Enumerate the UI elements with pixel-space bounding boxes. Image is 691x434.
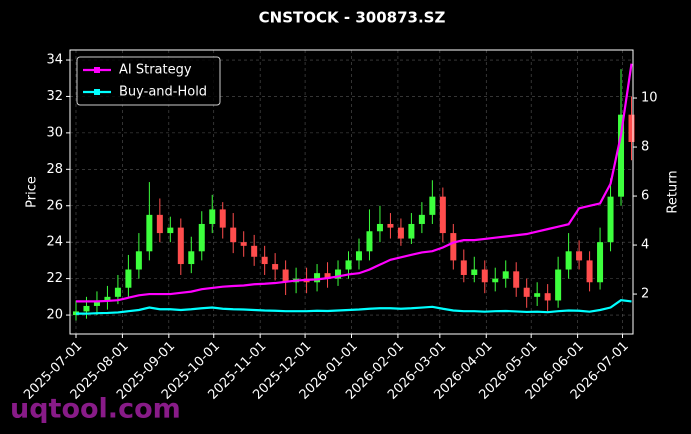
- candle-body: [502, 271, 509, 279]
- candle-body: [198, 223, 205, 252]
- candle-body: [261, 256, 268, 265]
- candle-body: [481, 269, 488, 283]
- y-tick-label: 28: [46, 162, 63, 177]
- candle-body: [366, 231, 373, 252]
- candle-body: [576, 251, 583, 261]
- candle-body: [104, 296, 111, 301]
- candle-body: [376, 223, 383, 232]
- candle-body: [429, 196, 436, 215]
- candle-body: [125, 269, 132, 288]
- candle-body: [492, 278, 499, 283]
- candle-body: [93, 300, 100, 306]
- y-tick-label: 32: [46, 89, 63, 104]
- candle-body: [439, 196, 446, 234]
- candle-body: [272, 264, 279, 270]
- candle-body: [597, 242, 604, 283]
- y-tick-label: 22: [46, 271, 63, 286]
- candle-body: [335, 269, 342, 279]
- candle-body: [607, 196, 614, 243]
- watermark: uqtool.com: [10, 394, 181, 425]
- candle-body: [230, 227, 237, 243]
- candle-body: [355, 251, 362, 261]
- candle-body: [209, 209, 216, 224]
- legend-marker: [94, 67, 100, 73]
- return-line: [75, 63, 633, 303]
- candle-body: [544, 293, 551, 301]
- candle-body: [345, 260, 352, 270]
- chart-title: CNSTOCK - 300873.SZ: [259, 9, 446, 27]
- legend-marker: [94, 89, 100, 95]
- plot-frame: [69, 49, 634, 335]
- y2-tick-label: 6: [641, 189, 649, 204]
- candle-body: [146, 214, 153, 252]
- candle-body: [83, 305, 90, 312]
- candle-body: [219, 209, 226, 228]
- y-tick-label: 24: [46, 235, 63, 250]
- y2-tick-label: 10: [641, 91, 658, 106]
- candle-body: [387, 223, 394, 228]
- y-tick-label: 26: [46, 198, 63, 213]
- return-line: [75, 299, 632, 315]
- candle-body: [618, 114, 625, 197]
- legend-label: AI Strategy: [119, 63, 192, 78]
- candle-body: [251, 245, 258, 257]
- candle-body: [314, 273, 321, 283]
- y2-tick-label: 8: [641, 140, 649, 155]
- y-tick-label: 34: [46, 53, 63, 68]
- candle-body: [188, 251, 195, 265]
- legend-box: [76, 56, 221, 106]
- candle-body: [555, 269, 562, 301]
- candle-body: [397, 227, 404, 239]
- candle-body: [240, 242, 247, 246]
- y2-axis-label: Return: [666, 170, 681, 213]
- candle-body: [324, 273, 331, 279]
- candle-body: [565, 251, 572, 270]
- y-tick-label: 30: [46, 125, 63, 140]
- y2-tick-label: 4: [641, 238, 649, 253]
- legend-label: Buy-and-Hold: [119, 85, 207, 100]
- candle-body: [282, 269, 289, 283]
- candle-body: [156, 214, 163, 234]
- candle-body: [534, 293, 541, 297]
- y2-tick-label: 2: [641, 287, 649, 302]
- y-tick-label: 20: [46, 308, 63, 323]
- candle-body: [523, 287, 530, 297]
- candle-body: [135, 251, 142, 270]
- candle-body: [586, 260, 593, 283]
- candle-body: [167, 227, 174, 234]
- candle-body: [628, 114, 635, 142]
- candle-body: [177, 227, 184, 265]
- candle-body: [471, 269, 478, 275]
- candle-body: [114, 287, 121, 297]
- candle-body: [460, 260, 467, 275]
- y-axis-label: Price: [25, 176, 40, 208]
- candle-body: [450, 233, 457, 261]
- candle-body: [408, 223, 415, 239]
- candle-body: [418, 214, 425, 224]
- candle-body: [513, 271, 520, 288]
